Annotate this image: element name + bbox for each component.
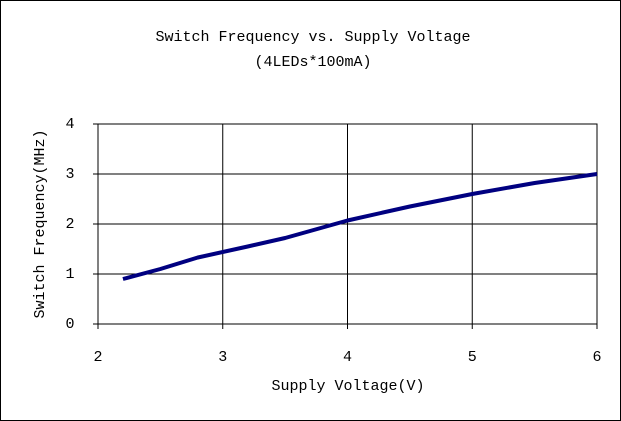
chart-subtitle: (4LEDs*100mA)	[254, 54, 371, 71]
data-line	[122, 172, 598, 281]
x-tick-label: 4	[343, 349, 352, 366]
y-tick-label: 1	[65, 266, 74, 283]
x-tick-label: 2	[93, 349, 102, 366]
x-axis-label: Supply Voltage(V)	[271, 378, 424, 395]
y-tick-label: 4	[65, 116, 74, 133]
y-tick-label: 2	[65, 216, 74, 233]
y-tick-label: 3	[65, 166, 74, 183]
plot-frame	[97, 123, 598, 325]
x-tick-label: 5	[468, 349, 477, 366]
x-tick-label: 6	[592, 349, 601, 366]
y-axis-label: Switch Frequency(MHz)	[32, 129, 49, 318]
y-tick-label: 0	[65, 316, 74, 333]
chart-title: Switch Frequency vs. Supply Voltage	[155, 29, 470, 46]
x-tick-label: 3	[218, 349, 227, 366]
